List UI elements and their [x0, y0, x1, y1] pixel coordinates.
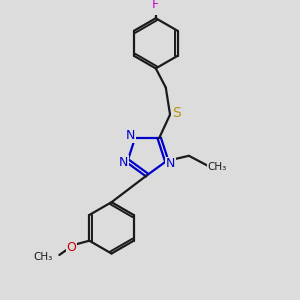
Text: CH₃: CH₃ — [208, 163, 227, 172]
Text: O: O — [66, 241, 76, 254]
Text: CH₃: CH₃ — [33, 252, 52, 262]
Text: S: S — [172, 106, 181, 120]
Text: N: N — [126, 129, 136, 142]
Text: N: N — [166, 157, 175, 170]
Text: F: F — [152, 0, 159, 11]
Text: N: N — [119, 156, 128, 169]
